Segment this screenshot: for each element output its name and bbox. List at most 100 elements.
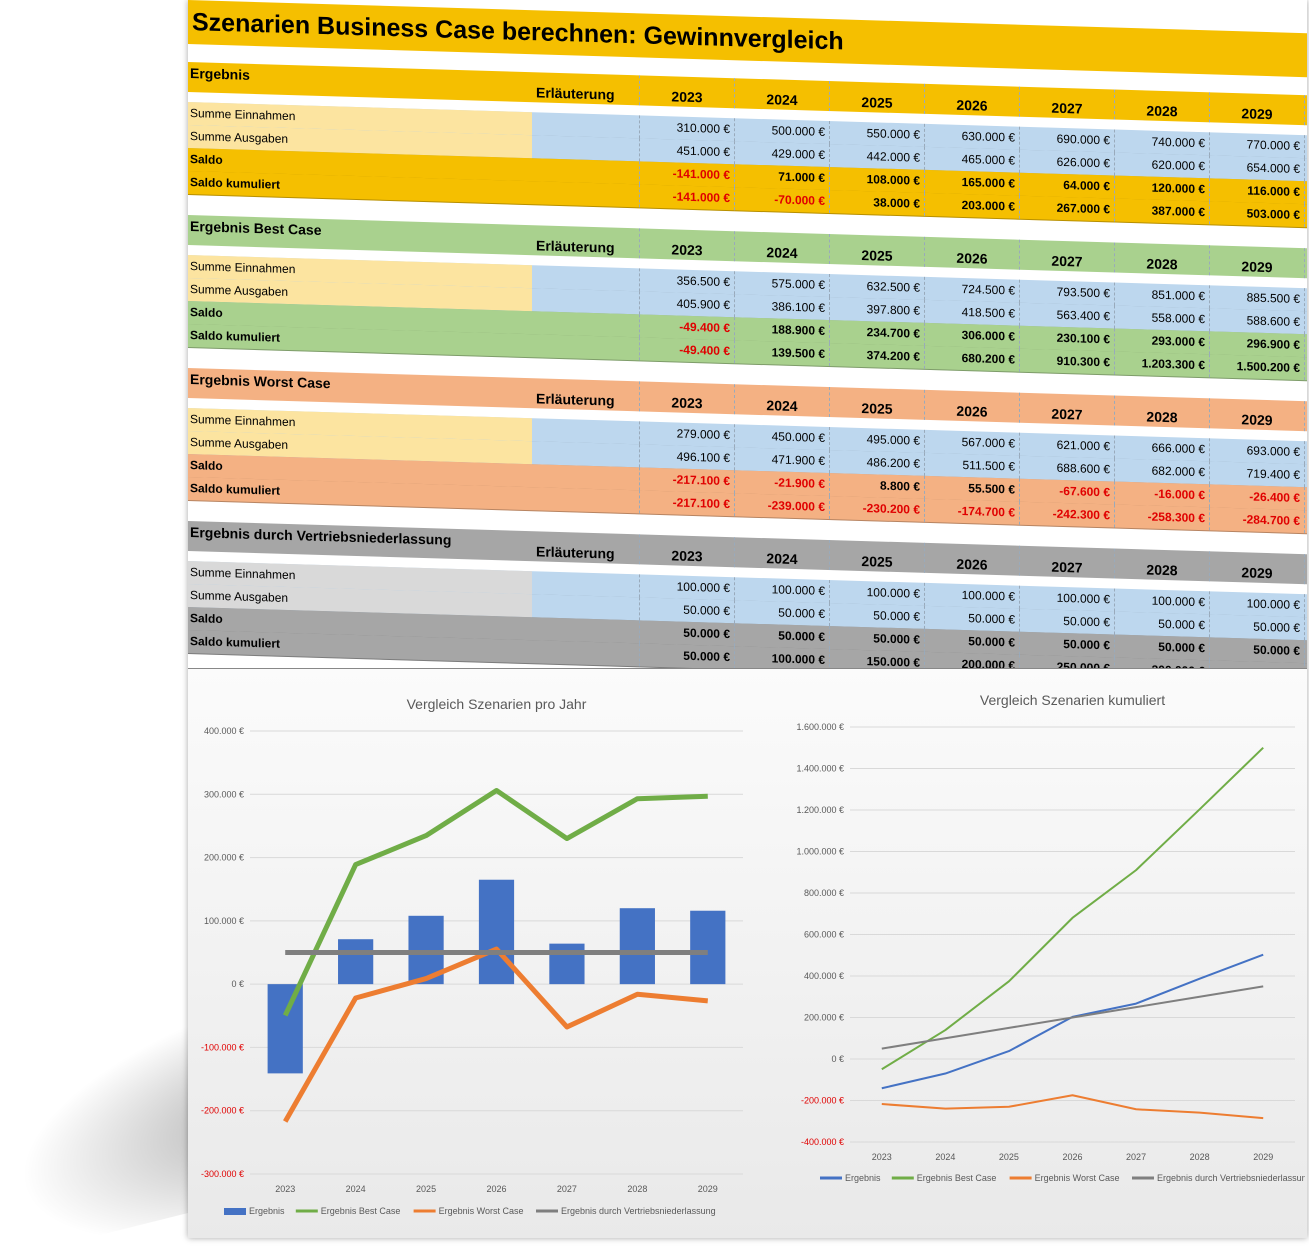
column-header-year: 2025 — [830, 540, 925, 573]
explain-cell[interactable] — [532, 464, 640, 491]
value-cell[interactable]: 100.000 € — [1210, 591, 1305, 618]
explain-cell[interactable] — [532, 265, 640, 292]
value-cell[interactable]: 100.000 € — [1020, 585, 1115, 612]
value-cell[interactable]: 626.000 € — [1020, 149, 1115, 176]
value-cell: 680.200 € — [925, 345, 1020, 372]
column-header-year: 2023 — [640, 381, 735, 415]
value-cell[interactable]: 688.600 € — [1020, 455, 1115, 482]
value-cell[interactable]: 682.000 € — [1115, 458, 1210, 485]
value-cell[interactable]: 740.000 € — [1115, 129, 1210, 156]
explain-cell[interactable] — [532, 334, 640, 361]
column-header-year: 2027 — [1020, 239, 1115, 273]
value-cell[interactable]: 724.500 € — [925, 276, 1020, 303]
value-cell[interactable]: 50.000 € — [925, 605, 1020, 632]
value-cell: 64.000 € — [1020, 172, 1115, 199]
value-cell[interactable]: 279.000 € — [640, 421, 735, 448]
value-cell[interactable]: 429.000 € — [735, 141, 830, 168]
y-tick-label: 0 € — [231, 979, 244, 989]
value-cell[interactable]: 770.000 € — [1210, 132, 1305, 159]
value-cell: 38.000 € — [830, 190, 925, 216]
value-cell[interactable]: 486.200 € — [830, 450, 925, 476]
explain-cell[interactable] — [532, 617, 640, 644]
column-header-explain: Erläuterung — [532, 72, 640, 106]
value-cell: 296.900 € — [1210, 331, 1305, 358]
table-block: Ergebnis Best Case Erläuterung 2023 2024 202… — [188, 215, 1307, 382]
explain-cell[interactable] — [532, 311, 640, 338]
value-cell: 1.500.200 € — [1210, 354, 1305, 381]
value-cell: 50.000 € — [1020, 631, 1115, 658]
value-cell[interactable]: 100.000 € — [640, 574, 735, 601]
value-cell[interactable]: 666.000 € — [1115, 435, 1210, 462]
series-line — [881, 746, 1264, 1071]
y-tick-label: 100.000 € — [204, 916, 244, 926]
explain-cell[interactable] — [532, 158, 640, 185]
value-cell[interactable]: 386.100 € — [735, 294, 830, 321]
explain-cell[interactable] — [532, 418, 640, 445]
explain-cell[interactable] — [532, 181, 640, 208]
value-cell[interactable]: 465.000 € — [925, 146, 1020, 173]
value-cell[interactable]: 621.000 € — [1020, 432, 1115, 459]
value-cell[interactable]: 442.000 € — [830, 144, 925, 170]
value-cell[interactable]: 719.400 € — [1210, 461, 1305, 488]
value-cell[interactable]: 563.400 € — [1020, 302, 1115, 329]
value-cell: 116.000 € — [1210, 178, 1305, 205]
value-cell[interactable]: 654.000 € — [1210, 155, 1305, 182]
value-cell[interactable]: 356.500 € — [640, 268, 735, 295]
value-cell[interactable]: 690.000 € — [1020, 126, 1115, 153]
value-cell: 120.000 € — [1115, 175, 1210, 202]
value-cell[interactable]: 50.000 € — [1210, 614, 1305, 641]
column-header-year: 2029 — [1210, 398, 1305, 432]
value-cell[interactable]: 100.000 € — [735, 577, 830, 604]
value-cell[interactable]: 100.000 € — [830, 580, 925, 606]
value-cell[interactable]: 620.000 € — [1115, 152, 1210, 179]
value-cell[interactable]: 496.100 € — [640, 444, 735, 471]
value-cell[interactable]: 885.500 € — [1210, 285, 1305, 312]
value-cell[interactable]: 50.000 € — [1115, 611, 1210, 638]
explain-cell[interactable] — [532, 640, 640, 667]
value-cell[interactable]: 450.000 € — [735, 424, 830, 451]
value-cell[interactable]: 100.000 € — [1115, 588, 1210, 615]
value-cell[interactable]: 50.000 € — [1020, 608, 1115, 635]
value-cell[interactable]: 693.000 € — [1210, 438, 1305, 465]
value-cell[interactable]: 100.000 € — [925, 582, 1020, 609]
value-cell[interactable]: 851.000 € — [1115, 282, 1210, 309]
explain-cell[interactable] — [532, 594, 640, 621]
explain-cell[interactable] — [532, 487, 640, 514]
value-cell[interactable]: 588.600 € — [1210, 308, 1305, 335]
block-title: Ergebnis Best Case — [190, 218, 322, 238]
value-cell[interactable]: 495.000 € — [830, 427, 925, 453]
value-cell[interactable]: 50.000 € — [640, 597, 735, 624]
value-cell[interactable]: 405.900 € — [640, 291, 735, 318]
value-cell[interactable]: 558.000 € — [1115, 305, 1210, 332]
value-cell[interactable]: 418.500 € — [925, 299, 1020, 326]
value-cell[interactable]: 397.800 € — [830, 297, 925, 323]
value-cell[interactable]: 500.000 € — [735, 118, 830, 145]
explain-cell[interactable] — [532, 135, 640, 162]
value-cell[interactable]: 793.500 € — [1020, 279, 1115, 306]
table-block: Ergebnis durch Vertriebsniederlassung Erl… — [188, 521, 1307, 688]
value-cell[interactable]: 632.500 € — [830, 274, 925, 300]
value-cell[interactable]: 511.500 € — [925, 452, 1020, 479]
explain-cell[interactable] — [532, 571, 640, 598]
value-cell: -26.400 € — [1210, 484, 1305, 511]
column-header-year: 2028 — [1115, 395, 1210, 429]
value-cell: 50.000 € — [1210, 637, 1305, 664]
x-tick-label: 2024 — [346, 1184, 366, 1194]
value-cell: 910.300 € — [1020, 348, 1115, 375]
value-cell[interactable]: 575.000 € — [735, 271, 830, 298]
value-cell[interactable]: 50.000 € — [830, 603, 925, 629]
value-cell[interactable]: 630.000 € — [925, 123, 1020, 150]
explain-cell[interactable] — [532, 441, 640, 468]
value-cell[interactable]: 50.000 € — [735, 600, 830, 627]
explain-cell[interactable] — [532, 288, 640, 315]
explain-cell[interactable] — [532, 112, 640, 139]
column-header-year: 2026 — [925, 236, 1020, 270]
value-cell[interactable]: 451.000 € — [640, 138, 735, 165]
y-tick-label: -400.000 € — [801, 1137, 844, 1147]
value-cell[interactable]: 567.000 € — [925, 429, 1020, 456]
value-cell[interactable]: 310.000 € — [640, 115, 735, 142]
value-cell[interactable]: 550.000 € — [830, 121, 925, 147]
value-cell: 293.000 € — [1115, 328, 1210, 355]
value-cell: -239.000 € — [735, 493, 830, 520]
value-cell[interactable]: 471.900 € — [735, 447, 830, 474]
